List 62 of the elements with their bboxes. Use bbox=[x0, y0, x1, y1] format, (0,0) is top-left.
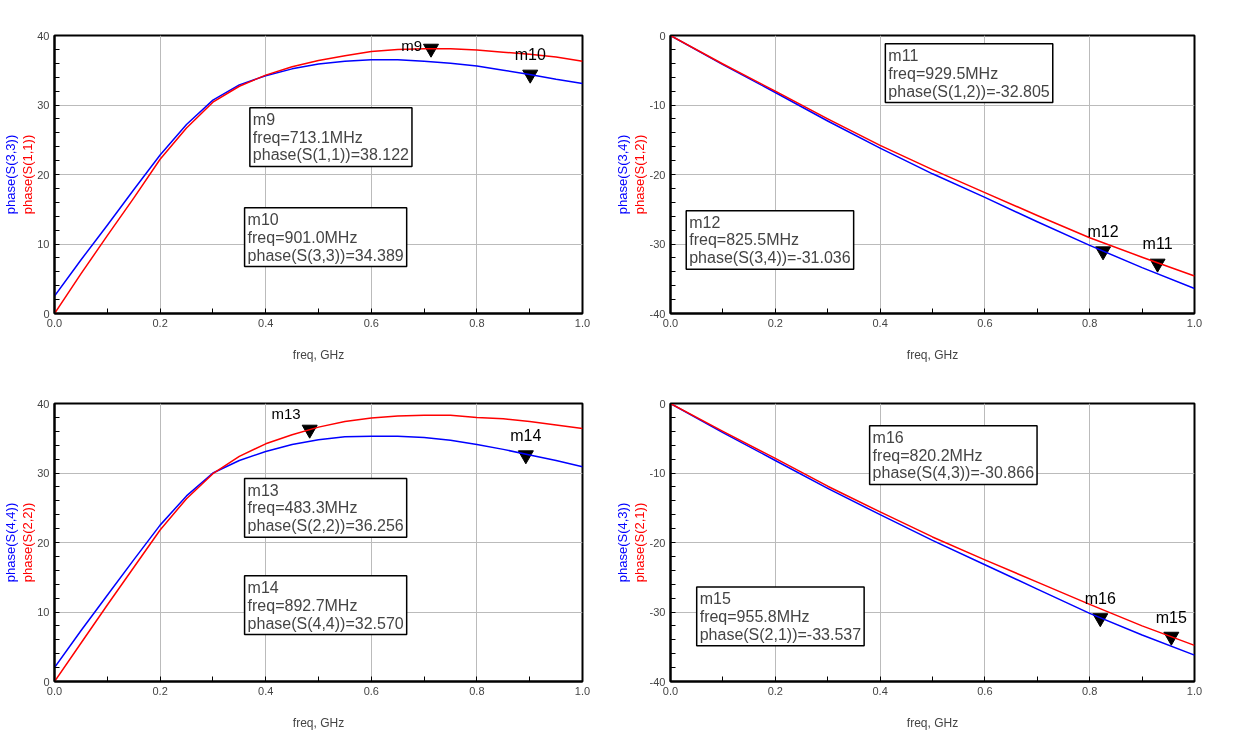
text: phase(S(1,1)) bbox=[19, 134, 35, 215]
x-tick-label: 0.8 bbox=[1082, 316, 1098, 329]
x-tick-label: 0.8 bbox=[469, 684, 485, 697]
annotation: m13 freq=483.3MHz phase(S(2,2))=36.256 bbox=[247, 481, 404, 535]
y-tick-label: -30 bbox=[649, 606, 666, 618]
x-tick-label: 0.2 bbox=[152, 316, 168, 329]
y-tick-label: 40 bbox=[37, 29, 50, 42]
y-tick-label: 40 bbox=[37, 397, 50, 410]
x-tick-label: 0.2 bbox=[767, 684, 783, 697]
annotation: m12 freq=825.5MHz phase(S(3,4))=-31.036 bbox=[689, 213, 851, 267]
text: phase(S(3,4)) bbox=[614, 134, 630, 215]
y-tick-label: 30 bbox=[37, 99, 50, 111]
x-tick-label: 0.2 bbox=[767, 316, 783, 329]
x-axis-title: freq, GHz bbox=[906, 347, 959, 362]
x-tick-label: 0.6 bbox=[977, 684, 993, 697]
annotation: m16 bbox=[1084, 590, 1116, 608]
annotation: m11 freq=929.5MHz phase(S(1,2))=-32.805 bbox=[888, 46, 1050, 100]
annotation: m11 bbox=[1142, 235, 1173, 253]
annotation: m9 freq=713.1MHz phase(S(1,1))=38.122 bbox=[252, 110, 410, 164]
y-tick-label: -20 bbox=[649, 168, 666, 181]
annotation: m16 freq=820.2MHz phase(S(4,3))=-30.866 bbox=[872, 428, 1035, 482]
annotation: m14 freq=892.7MHz phase(S(4,4))=32.570 bbox=[247, 578, 404, 632]
text: phase(S(2,1)) bbox=[631, 502, 647, 583]
x-axis-title: freq, GHz bbox=[906, 715, 959, 730]
y-tick-label: -10 bbox=[649, 99, 666, 111]
annotation: m14 bbox=[510, 427, 542, 445]
text: phase(S(4,4)) bbox=[2, 502, 18, 583]
y-tick-label: 20 bbox=[37, 168, 50, 181]
x-tick-label: 1.0 bbox=[574, 316, 591, 329]
x-tick-label: 0.4 bbox=[872, 316, 888, 329]
text: phase(S(4,3)) bbox=[614, 502, 630, 583]
text: phase(S(1,2)) bbox=[631, 134, 647, 215]
y-tick-label: -10 bbox=[649, 467, 666, 479]
x-tick-label: 0.6 bbox=[363, 316, 379, 329]
text: phase(S(2,2)) bbox=[19, 502, 35, 583]
y-tick-label: 10 bbox=[37, 238, 50, 250]
x-tick-label: 0.4 bbox=[258, 684, 274, 697]
x-axis-title: freq, GHz bbox=[292, 715, 345, 730]
text: phase(S(3,3)) bbox=[2, 134, 18, 215]
annotation: m15 freq=955.8MHz phase(S(2,1))=-33.537 bbox=[699, 589, 862, 643]
x-tick-label: 1.0 bbox=[1186, 316, 1203, 329]
y-tick-label: 30 bbox=[37, 467, 50, 479]
x-tick-label: 0.6 bbox=[977, 316, 993, 329]
annotation: m13 bbox=[271, 404, 301, 422]
y-tick-label: -20 bbox=[649, 536, 666, 549]
x-tick-label: 0.8 bbox=[1082, 684, 1098, 697]
y-tick-label: 20 bbox=[37, 536, 50, 549]
annotation: m12 bbox=[1087, 223, 1119, 241]
y-tick-label: 0 bbox=[659, 397, 666, 410]
x-tick-label: 0.4 bbox=[258, 316, 274, 329]
x-tick-label: 0.2 bbox=[152, 684, 168, 697]
annotation: m10 freq=901.0MHz phase(S(3,3))=34.389 bbox=[247, 210, 404, 264]
x-tick-label: 1.0 bbox=[574, 684, 591, 697]
y-tick-label: 10 bbox=[37, 606, 50, 618]
x-tick-label: 0.6 bbox=[363, 684, 379, 697]
y-tick-label: -30 bbox=[649, 238, 666, 250]
x-tick-label: 0.8 bbox=[469, 316, 485, 329]
x-tick-label: 0.4 bbox=[872, 684, 888, 697]
x-axis-title: freq, GHz bbox=[292, 347, 345, 362]
x-tick-label: 1.0 bbox=[1186, 684, 1203, 697]
annotation: m15 bbox=[1155, 608, 1187, 626]
y-tick-label: 0 bbox=[659, 29, 666, 42]
